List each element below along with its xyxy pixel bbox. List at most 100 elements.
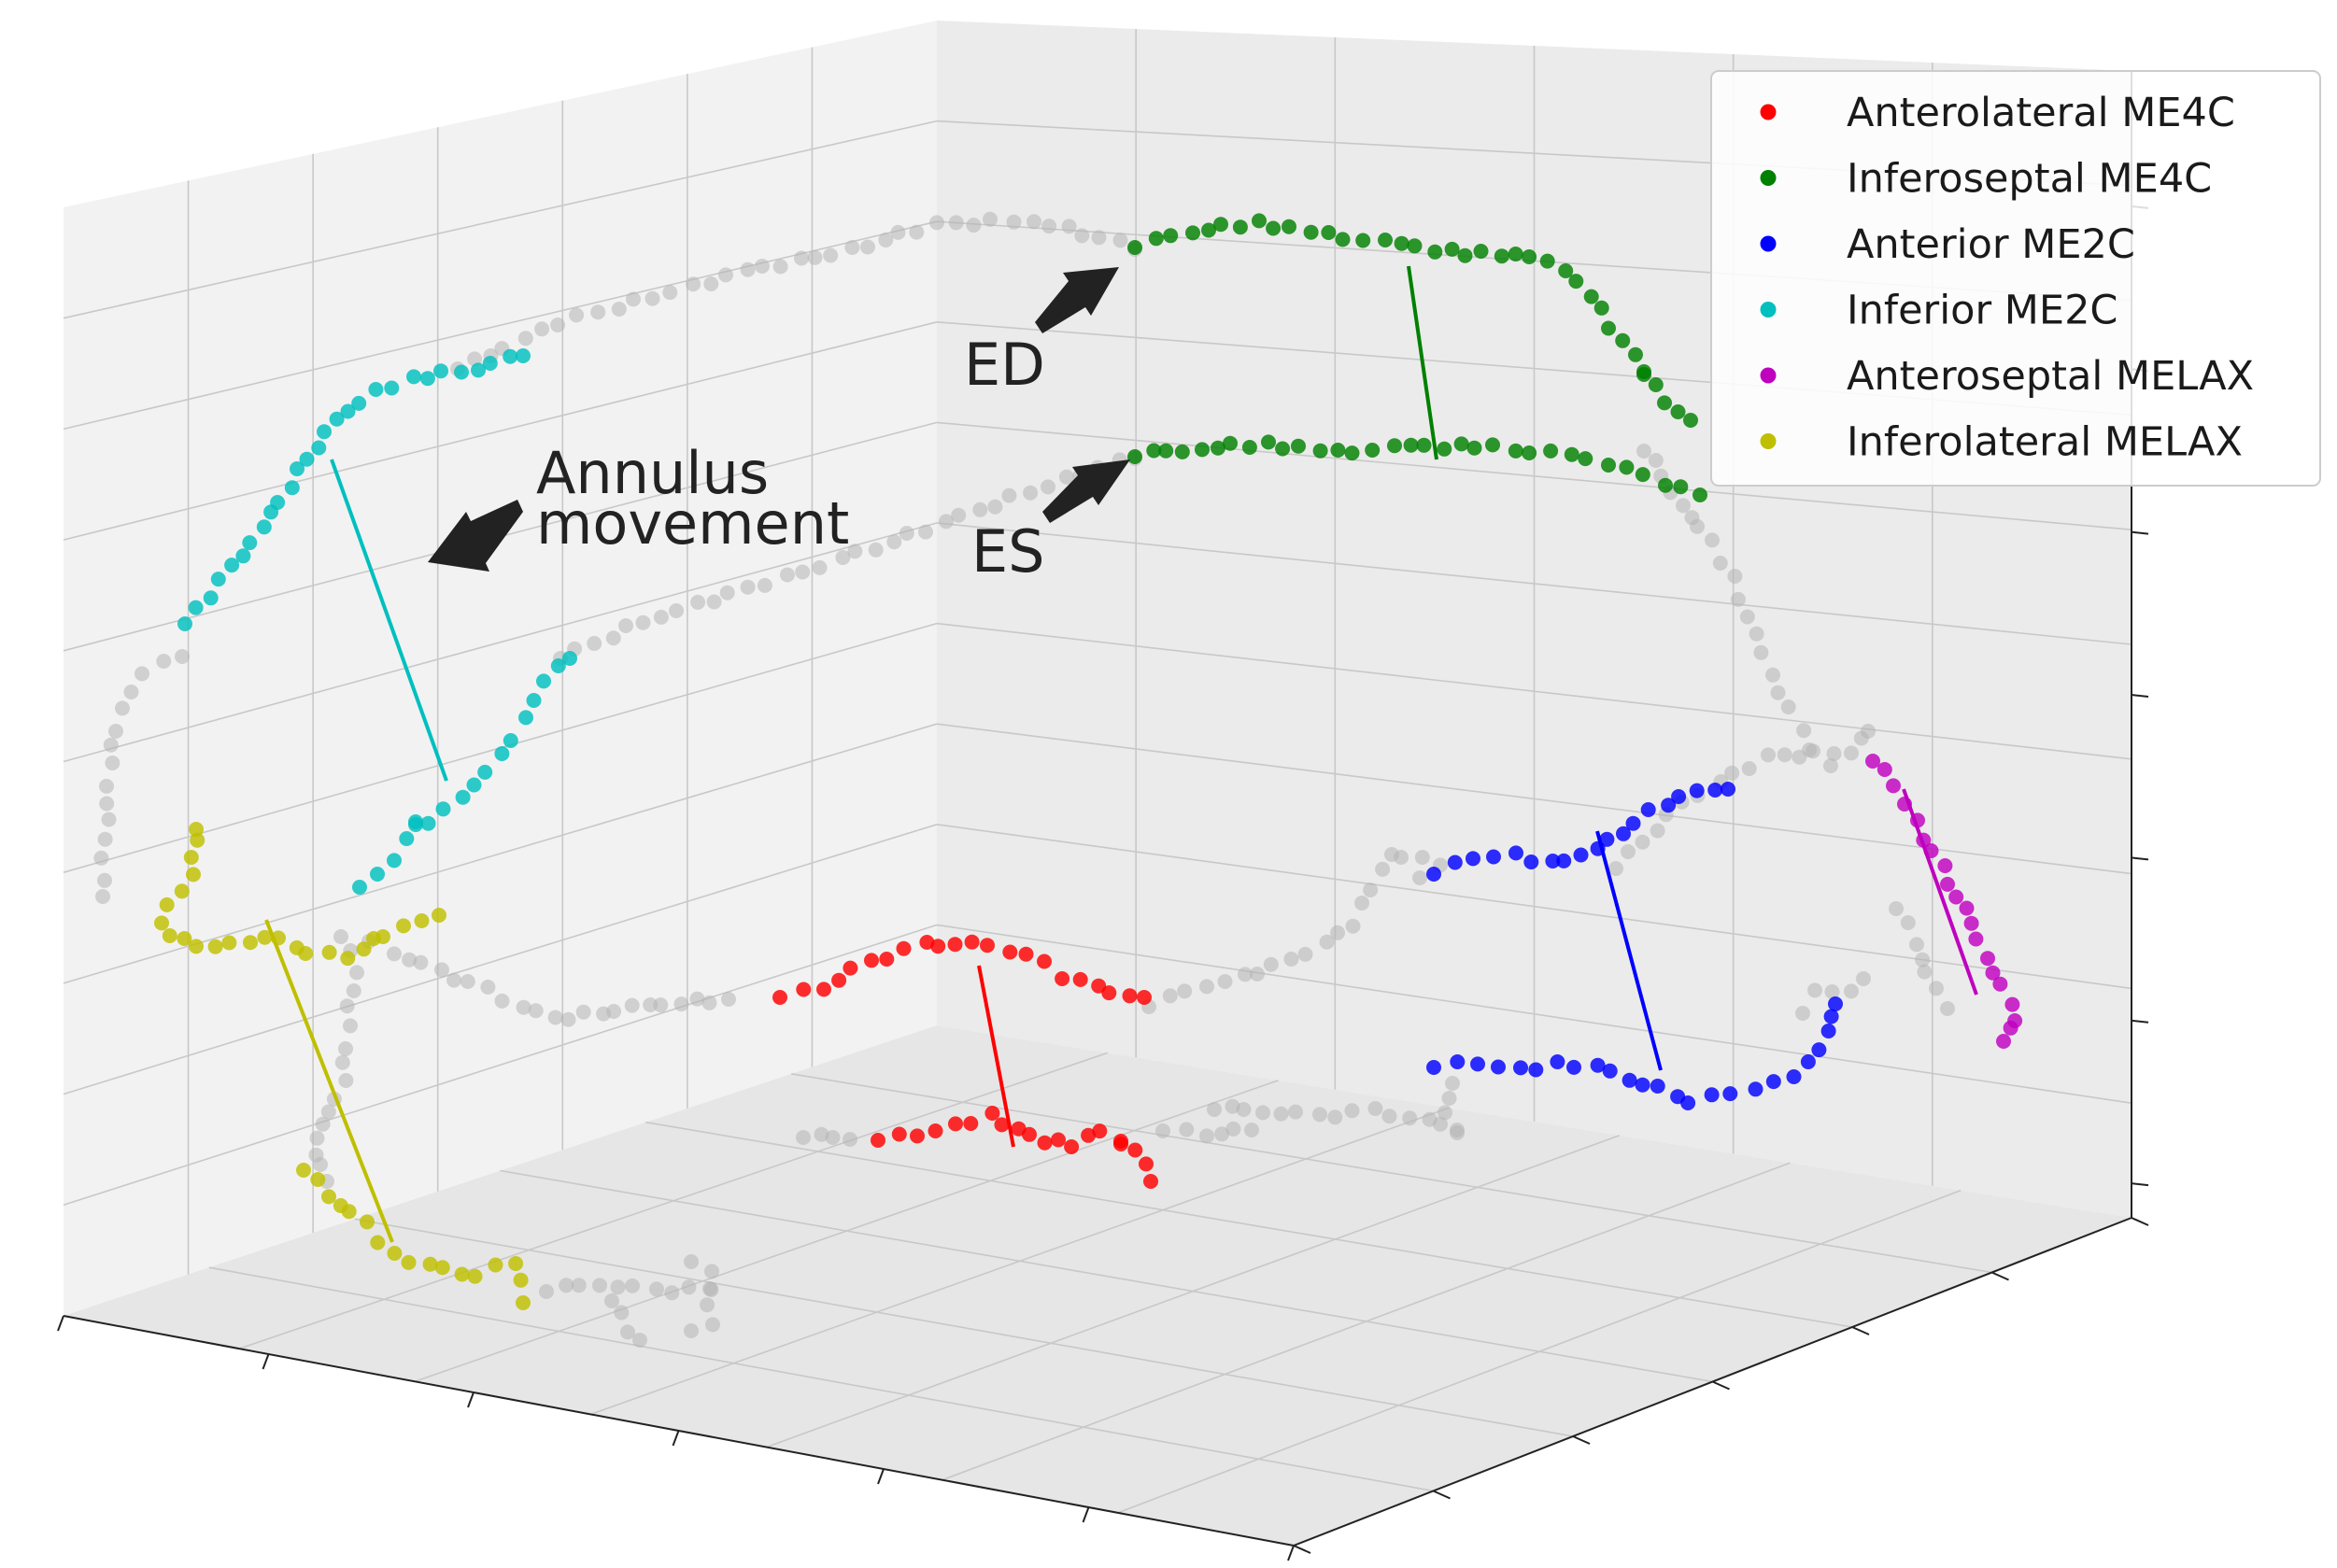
anterior-me2c-point [1622,1072,1637,1088]
other-annulus-point [662,285,678,301]
inferior-me2c-point [224,558,240,573]
anterolateral-me4c-point [1037,1135,1053,1151]
anterolateral-me4c-point [1022,1126,1037,1142]
other-annulus-point [1367,1101,1383,1116]
other-annulus-point [1712,556,1728,571]
anterior-me2c-point [1590,1057,1606,1073]
axis-tick [1712,1380,1730,1391]
anterior-me2c-point [1786,1069,1802,1084]
anterolateral-me4c-point [1018,946,1034,962]
inferolateral-melax-point [401,1254,417,1270]
other-annulus-point [338,1041,353,1056]
anteroseptal-melax-point [1968,931,1984,947]
inferoseptal-me4c-point [1223,435,1238,451]
other-annulus-point [516,999,531,1015]
other-annulus-point [1214,1126,1230,1142]
inferolateral-melax-point [177,931,192,946]
other-annulus-point [1179,1122,1195,1137]
inferolateral-melax-point [189,822,204,837]
other-annulus-point [320,1104,336,1120]
inferoseptal-me4c-point [1508,443,1523,459]
other-annulus-point [860,239,875,255]
axis-tick [57,1315,64,1332]
anterolateral-me4c-point [1122,988,1138,1004]
other-annulus-point [1217,974,1233,989]
inferoseptal-me4c-point [1403,437,1419,453]
other-annulus-point [951,507,967,523]
anterolateral-me4c-point [1127,1142,1143,1158]
other-annulus-point [1650,823,1665,839]
inferior-me2c-point [188,600,204,615]
anterior-me2c-point [1689,783,1705,798]
anterior-me2c-point [1722,1086,1738,1102]
other-annulus-point [1635,834,1650,850]
anterolateral-me4c-point [896,940,912,956]
inferoseptal-me4c-point [1539,253,1555,269]
inferior-me2c-point [210,572,226,587]
other-annulus-point [972,501,988,517]
other-annulus-point [592,1278,607,1293]
legend-item: Inferoseptal ME4C [1760,156,2212,203]
anterior-me2c-point [1508,845,1523,861]
axis-tick [2131,1217,2149,1226]
anterior-me2c-point [1707,783,1723,798]
other-annulus-point [653,609,669,625]
anterolateral-me4c-point [796,982,812,997]
anteroseptal-melax-point [1877,762,1892,777]
axis-tick [2131,694,2149,699]
other-annulus-point [1225,1121,1241,1137]
other-annulus-point [1327,1109,1343,1125]
anterior-me2c-point [1599,831,1615,847]
inferoseptal-me4c-point [1148,231,1164,247]
inferolateral-melax-point [174,883,190,899]
other-annulus-point [700,1297,715,1313]
anterolateral-me4c-point [948,1116,963,1132]
inferolateral-melax-point [190,832,205,848]
other-annulus-point [1023,485,1039,501]
inferior-me2c-point [384,380,400,396]
other-annulus-point [620,1324,635,1340]
legend-item: Anterolateral ME4C [1760,90,2235,136]
other-annulus-point [1250,967,1265,982]
grid-line [63,321,938,541]
inferior-me2c-point [471,362,486,378]
inferior-me2c-point [408,817,423,832]
other-annulus-point [494,993,510,1009]
inferoseptal-me4c-point [1593,300,1609,316]
other-annulus-point [1676,498,1691,514]
grid-line [208,1266,1434,1492]
inferoseptal-me4c-point [1583,289,1599,304]
other-annulus-point [618,618,633,633]
other-annulus-point [909,224,925,240]
inferior-me2c-point [454,364,469,380]
other-annulus-point [1001,487,1017,503]
inferior-me2c-point [399,831,415,846]
anterior-me2c-point [1721,782,1735,797]
inferolateral-melax-point [422,1256,438,1272]
other-annulus-point [847,544,863,559]
anterior-me2c-point [1486,849,1501,865]
inferolateral-melax-point [360,1214,375,1230]
anterior-me2c-point [1616,826,1631,841]
anterior-me2c-point [1566,1059,1581,1075]
inferior-me2c-point [420,815,436,831]
other-annulus-point [97,872,112,888]
anterior-me2c-point [1800,1054,1816,1069]
other-annulus-point [108,724,123,739]
other-annulus-point [480,980,496,995]
other-annulus-point [517,331,533,346]
other-annulus-point [681,1279,697,1295]
other-annulus-point [1236,1102,1252,1117]
legend-item: Anterior ME2C [1760,221,2135,268]
annulus-label-line-2: movement [536,489,849,558]
other-annulus-point [1091,230,1107,246]
anterolateral-me4c-point [963,1116,979,1131]
axis-tick [2131,1019,2149,1024]
anterolateral-me4c-point [1002,944,1018,960]
inferoseptal-me4c-point [1601,320,1616,336]
inferolateral-melax-point [321,1189,336,1205]
axis-tick [1851,1326,1870,1335]
inferoseptal-me4c-point [1387,438,1402,454]
grid-line [63,120,938,319]
anteroseptal-melax-point [1886,778,1901,794]
